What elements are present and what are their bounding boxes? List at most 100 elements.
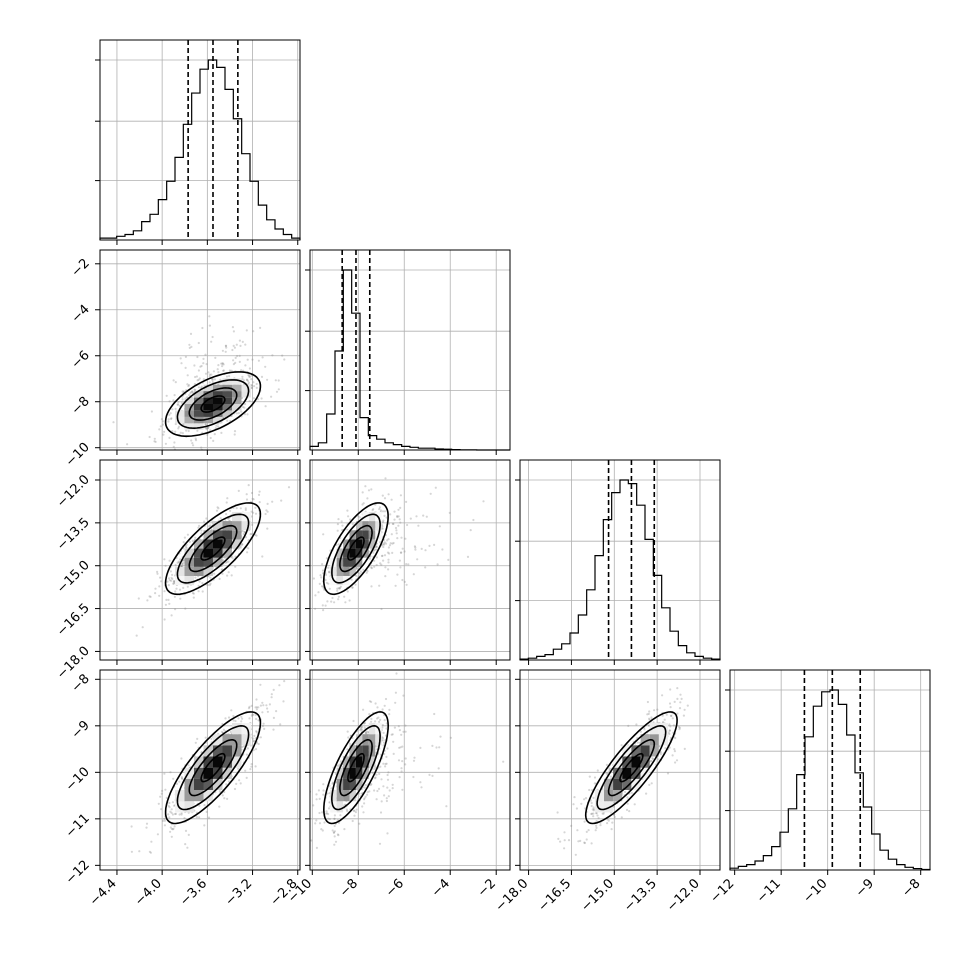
sample-point [380, 554, 384, 558]
density-cell [203, 790, 213, 802]
sample-point [401, 788, 404, 791]
density-cell [631, 767, 641, 779]
sample-point [395, 672, 398, 675]
sample-point [165, 394, 168, 397]
sample-point [364, 795, 367, 798]
sample-point [385, 762, 388, 765]
sample-point [167, 804, 170, 808]
sample-point [372, 508, 375, 511]
sample-point [246, 379, 250, 382]
density-cell [203, 767, 213, 779]
sample-point [254, 765, 257, 768]
sample-point [145, 822, 149, 825]
scatter-panel-1-0 [95, 249, 301, 455]
sample-point [405, 500, 408, 503]
sample-point [387, 795, 390, 798]
density-cell [194, 756, 204, 768]
contour-1-0-2 [176, 379, 250, 430]
density-cell [368, 539, 376, 549]
sample-point [585, 838, 588, 841]
sample-point [153, 437, 156, 440]
density-cell [604, 778, 614, 790]
sample-point [203, 520, 206, 523]
sample-point [209, 436, 212, 440]
sample-point [413, 545, 416, 548]
sample-point [198, 377, 201, 380]
density-cell [213, 756, 223, 768]
sample-point [164, 788, 167, 791]
sample-point [658, 745, 661, 748]
sample-point [357, 515, 360, 518]
sample-point [221, 362, 224, 365]
sample-point [588, 775, 591, 778]
sample-point [428, 544, 431, 548]
x-tick-label-p3-4: −8 [899, 876, 923, 900]
x-tick-label-p1-3: −4 [429, 876, 453, 900]
scatter-frame-2-0 [99, 459, 301, 661]
sample-point [337, 587, 340, 590]
density-cell [356, 745, 363, 757]
sample-point [177, 403, 180, 406]
sample-point [212, 370, 215, 373]
sample-point [317, 789, 320, 792]
sample-point [368, 790, 371, 793]
sample-point [181, 390, 184, 393]
sample-point [247, 707, 251, 710]
contour-3-1-3 [322, 711, 390, 825]
sample-point [175, 587, 178, 590]
sample-point [359, 728, 362, 731]
sample-point [268, 703, 271, 706]
sample-point [328, 818, 331, 821]
density-cell [203, 557, 213, 567]
density-cell [232, 723, 242, 735]
sample-point [163, 772, 166, 775]
sample-point [337, 518, 340, 521]
sample-point [265, 704, 268, 707]
sample-point [310, 839, 313, 842]
sample-point [397, 524, 400, 527]
sample-point [179, 564, 183, 568]
sample-point [670, 714, 673, 718]
sample-point [381, 527, 384, 530]
sample-point [397, 508, 400, 511]
sample-point [180, 775, 183, 779]
sample-point [235, 343, 238, 346]
sample-point [179, 558, 182, 561]
sample-point [595, 812, 598, 815]
sample-point [254, 512, 258, 515]
sample-point [173, 394, 176, 397]
sample-point [647, 724, 651, 727]
sample-point [148, 595, 151, 598]
sample-point [327, 807, 331, 810]
sample-point [168, 801, 171, 805]
sample-point [227, 780, 230, 783]
sample-point [321, 811, 324, 814]
sample-point [247, 383, 250, 386]
sample-point [247, 374, 250, 377]
sample-point [398, 559, 401, 562]
density-cell [194, 391, 204, 398]
sample-point [592, 815, 595, 818]
sample-point [174, 407, 177, 410]
sample-point [233, 430, 237, 433]
sample-point [328, 587, 331, 590]
sample-point [413, 756, 416, 759]
sample-point [221, 794, 224, 797]
density-cell [362, 530, 369, 540]
scatter-frame-3-2 [519, 669, 721, 871]
sample-point [216, 368, 219, 371]
sample-point [415, 515, 418, 518]
sample-point [270, 696, 273, 699]
sample-point [180, 401, 183, 404]
hist-frame-1 [309, 249, 511, 451]
density-cell [604, 801, 614, 813]
sample-point [592, 809, 595, 812]
sample-point [234, 356, 237, 359]
density-cell [594, 801, 604, 813]
sample-point [383, 741, 386, 744]
sample-point [242, 379, 246, 382]
sample-point [180, 813, 183, 816]
contour-3-1-2 [330, 724, 381, 811]
sample-point [433, 543, 436, 547]
sample-point [372, 549, 376, 552]
